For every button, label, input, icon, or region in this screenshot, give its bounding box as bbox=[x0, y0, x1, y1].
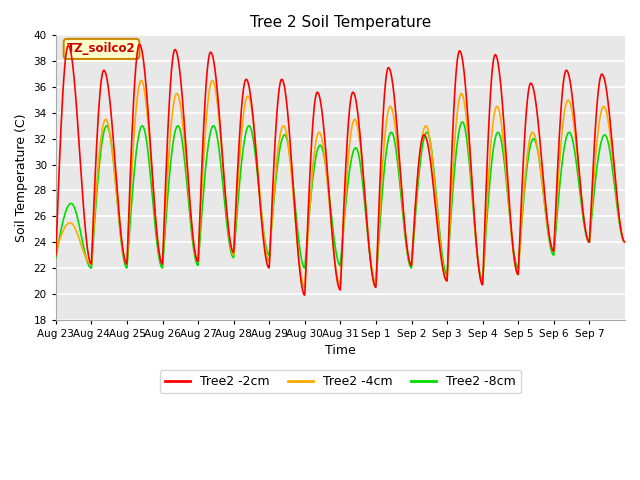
Text: TZ_soilco2: TZ_soilco2 bbox=[67, 42, 136, 55]
Legend: Tree2 -2cm, Tree2 -4cm, Tree2 -8cm: Tree2 -2cm, Tree2 -4cm, Tree2 -8cm bbox=[159, 370, 521, 393]
X-axis label: Time: Time bbox=[325, 344, 356, 357]
Y-axis label: Soil Temperature (C): Soil Temperature (C) bbox=[15, 113, 28, 242]
Title: Tree 2 Soil Temperature: Tree 2 Soil Temperature bbox=[250, 15, 431, 30]
